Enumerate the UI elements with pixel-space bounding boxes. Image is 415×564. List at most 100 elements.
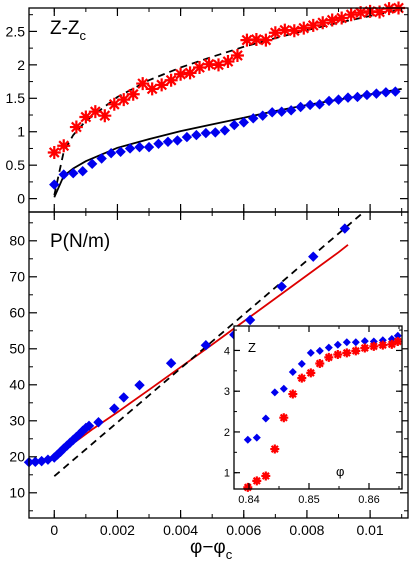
- inset-panel-z: 1 2 3 4 0.84 0.85 0.86 Z φ: [224, 325, 403, 506]
- top-star-point-26: [297, 21, 311, 35]
- top-diamond-point-1: [58, 169, 69, 180]
- top-star-point-13: [174, 67, 188, 81]
- top-diamond-point-5: [96, 153, 107, 164]
- bottom-diamond-point-15: [83, 420, 95, 432]
- inset-star-point-14: [369, 341, 379, 351]
- top-diamond-point-28: [314, 99, 325, 110]
- inset-diamond-point-4: [279, 384, 288, 393]
- inset-diamond-point-0: [243, 435, 252, 444]
- top-star-point-18: [221, 55, 235, 69]
- top-diamond-point-17: [210, 127, 221, 138]
- top-diamond-point-8: [124, 143, 136, 154]
- inset-diamond-point-9: [324, 343, 333, 352]
- top-star-point-1: [57, 139, 71, 153]
- inset-ytick-label-3: 4: [224, 345, 230, 357]
- top-diamond-point-21: [248, 113, 259, 124]
- bottom-diamond-point-13: [77, 425, 88, 437]
- bottom-diamond-point-18: [118, 392, 129, 403]
- bottom-ytick-label-1: 20: [9, 449, 25, 465]
- top-star-point-7: [117, 93, 131, 107]
- top-star-point-19: [230, 48, 244, 62]
- bottom-panel-pressure: 10 20 30 40 50 60 70 80 0 0.002 0.004 0.006 0.008 0.0…: [9, 211, 409, 562]
- bottom-diamond-point-20: [165, 358, 177, 369]
- bottom-diamond-point-21: [200, 340, 212, 351]
- top-diamond-point-24: [276, 106, 287, 117]
- inset-ytick-label-2: 3: [224, 386, 230, 398]
- top-star-point-17: [212, 58, 225, 72]
- top-diamond-point-30: [333, 94, 344, 105]
- inset-star-point-4: [279, 413, 289, 423]
- inset-star-point-12: [351, 346, 361, 356]
- bottom-ytick-label-7: 80: [9, 233, 25, 249]
- top-star-point-0: [47, 145, 61, 159]
- inset-ytick-label-1: 2: [224, 427, 230, 439]
- top-diamond-point-3: [77, 166, 88, 177]
- top-diamond-point-7: [115, 146, 126, 158]
- bottom-xtick-label-4: 0.008: [289, 522, 324, 538]
- top-ytick-label-3: 1.5: [6, 90, 26, 106]
- inset-diamond-point-3: [270, 388, 279, 397]
- top-star-point-27: [306, 18, 320, 32]
- top-panel-z-minus-zc: 0 0.5 1 1.5 2 2.5 Z-Zc: [6, 1, 409, 213]
- inset-diamond-point-6: [297, 359, 306, 368]
- top-star-point-28: [316, 16, 330, 30]
- top-diamond-point-34: [371, 88, 382, 99]
- top-diamond-point-13: [172, 135, 183, 146]
- top-diamond-point-31: [342, 92, 354, 103]
- top-star-point-11: [155, 78, 169, 92]
- inset-star-point-9: [324, 352, 334, 362]
- inset-star-point-3: [270, 444, 280, 454]
- top-diamond-point-6: [105, 147, 117, 159]
- top-ytick-label-4: 2: [17, 57, 25, 73]
- top-star-point-5: [98, 109, 112, 123]
- bottom-frame: [28, 211, 409, 519]
- top-diamond-point-16: [200, 127, 212, 139]
- top-star-point-23: [268, 26, 282, 40]
- top-diamond-point-0: [49, 179, 60, 190]
- top-star-point-25: [287, 24, 301, 38]
- top-star-point-12: [164, 73, 178, 87]
- top-star-point-30: [335, 11, 349, 25]
- bottom-xtick-label-0: 0: [50, 522, 58, 538]
- x-axis-label: φ−φc: [190, 537, 233, 562]
- inset-star-point-15: [378, 340, 388, 350]
- top-diamond-point-35: [380, 87, 392, 98]
- top-diamond-point-10: [143, 141, 155, 153]
- top-star-point-24: [278, 23, 292, 37]
- bottom-ytick-label-3: 40: [9, 377, 25, 393]
- top-diamond-point-20: [238, 117, 249, 128]
- bottom-xtick-label-3: 0.006: [226, 522, 261, 538]
- top-star-point-9: [136, 77, 150, 91]
- inset-diamond-point-17: [393, 331, 402, 340]
- inset-star-point-11: [342, 348, 352, 358]
- inset-xtick-label-0: 0.84: [238, 494, 259, 506]
- inset-star-point-6: [297, 373, 307, 383]
- top-diamond-point-23: [266, 107, 278, 118]
- bottom-diamond-point-17: [109, 403, 120, 414]
- top-diamond-point-27: [304, 99, 316, 111]
- inset-star-point-8: [315, 358, 325, 368]
- inset-diamond-point-5: [288, 368, 297, 377]
- top-diamond-point-36: [390, 86, 401, 97]
- bottom-xtick-label-1: 0.002: [100, 522, 135, 538]
- top-star-point-32: [354, 6, 368, 20]
- top-fit-line-0-dashed: [53, 8, 402, 196]
- top-ytick-label-5: 2.5: [6, 23, 26, 39]
- bottom-diamond-point-26: [339, 223, 351, 234]
- top-star-point-6: [107, 97, 121, 111]
- inset-background: [234, 326, 402, 489]
- top-diamond-point-18: [219, 125, 231, 136]
- bottom-diamond-point-1: [30, 456, 41, 468]
- top-star-point-10: [145, 82, 159, 96]
- inset-diamond-point-1: [252, 433, 261, 442]
- top-star-point-34: [373, 5, 387, 19]
- top-star-point-31: [344, 8, 358, 22]
- bottom-xtick-label-2: 0.004: [163, 522, 198, 538]
- inset-star-point-0: [243, 482, 253, 492]
- top-diamond-point-12: [162, 136, 174, 147]
- top-ytick-label-1: 0.5: [6, 157, 26, 173]
- inset-ytick-label-0: 1: [224, 468, 230, 480]
- bottom-diamond-point-24: [276, 281, 287, 292]
- top-diamond-point-19: [229, 119, 240, 131]
